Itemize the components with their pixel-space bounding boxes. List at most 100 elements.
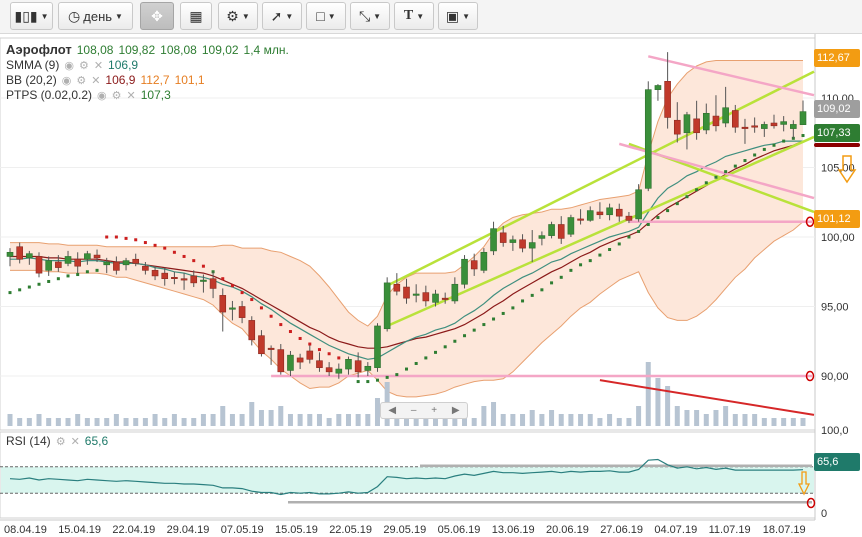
close-price-tag: 109,02 bbox=[814, 100, 860, 118]
sar-dot bbox=[366, 380, 370, 384]
sar-dot bbox=[76, 273, 80, 277]
candle-body bbox=[335, 368, 343, 374]
eye-icon[interactable]: ◉ bbox=[64, 59, 74, 72]
sar-dot bbox=[18, 288, 22, 292]
close-icon[interactable]: ✕ bbox=[93, 59, 104, 72]
indicators-button[interactable]: ⚙ ▼ bbox=[218, 2, 258, 30]
volume-bar bbox=[713, 410, 719, 426]
volume-bar bbox=[181, 418, 187, 426]
scroll-right-icon[interactable]: ▶ bbox=[451, 405, 460, 416]
interval-button[interactable]: ◷ день ▼ bbox=[58, 2, 133, 30]
line-tool-button[interactable]: ➚ ▼ bbox=[262, 2, 302, 30]
candle-body bbox=[693, 118, 700, 134]
volume-bar bbox=[152, 414, 158, 426]
gear-icon[interactable]: ⚙ bbox=[55, 435, 66, 448]
candle-body bbox=[267, 347, 275, 350]
image-button[interactable]: ▣ ▼ bbox=[438, 2, 478, 30]
interval-label: день bbox=[83, 8, 113, 24]
volume-bar bbox=[142, 418, 148, 426]
volume-bar bbox=[471, 418, 477, 426]
level-marker bbox=[805, 216, 815, 227]
volume-bar bbox=[520, 414, 526, 426]
sar-dot bbox=[685, 195, 689, 199]
bb-label: BB (20,2) bbox=[6, 73, 57, 87]
volume-bar bbox=[616, 418, 622, 426]
sar-dot bbox=[85, 270, 89, 274]
volume-bar bbox=[113, 414, 119, 426]
smma-legend: SMMA (9) ◉ ⚙ ✕ 106,9 bbox=[6, 58, 138, 72]
zoom-out-icon[interactable]: – bbox=[410, 405, 417, 416]
x-tick-label: 22.05.19 bbox=[329, 524, 372, 536]
y-tick-label: 105,00 bbox=[821, 163, 855, 175]
gear-icon[interactable]: ⚙ bbox=[78, 59, 89, 72]
sar-dot bbox=[250, 298, 254, 302]
eye-icon[interactable]: ◉ bbox=[61, 74, 72, 87]
candle-body bbox=[712, 115, 720, 127]
candle-body bbox=[296, 357, 304, 363]
volume-bar bbox=[732, 414, 738, 426]
volume-bar bbox=[607, 414, 613, 426]
zoom-in-icon[interactable]: + bbox=[431, 405, 438, 416]
candle-body bbox=[673, 119, 681, 135]
volume-bar bbox=[481, 406, 487, 426]
candle-body bbox=[364, 365, 372, 371]
chart-type-button[interactable]: ▮▯▮ ▼ bbox=[10, 2, 53, 30]
sar-dot bbox=[617, 242, 621, 246]
volume-bar bbox=[55, 418, 61, 426]
sar-dot bbox=[762, 147, 766, 151]
ptps-label: PTPS (0.02,0.2) bbox=[6, 88, 93, 102]
sar-dot bbox=[172, 250, 176, 254]
candle-body bbox=[403, 286, 410, 299]
volume-bar bbox=[210, 414, 216, 426]
candle-body bbox=[345, 359, 352, 370]
volume-bar bbox=[94, 418, 100, 426]
rsi-label: RSI (14) bbox=[6, 434, 51, 448]
x-tick-label: 04.07.19 bbox=[654, 524, 697, 536]
candle-body bbox=[354, 360, 362, 373]
candle-body bbox=[151, 270, 159, 277]
sar-dot bbox=[540, 288, 544, 292]
candle-body bbox=[287, 354, 294, 371]
volume-bar bbox=[297, 414, 303, 426]
text-tool-button[interactable]: T ▼ bbox=[394, 2, 434, 30]
rectangle-tool-button[interactable]: □ ▼ bbox=[306, 2, 346, 30]
bb-upper-tag: 112,67 bbox=[814, 49, 860, 67]
smma-label: SMMA (9) bbox=[6, 58, 60, 72]
volume-bar bbox=[529, 410, 535, 426]
candle-body bbox=[770, 122, 778, 127]
close-icon[interactable]: ✕ bbox=[70, 435, 80, 448]
gear-icon[interactable]: ⚙ bbox=[111, 89, 122, 102]
sar-dot bbox=[733, 164, 737, 168]
eye-icon[interactable]: ◉ bbox=[97, 89, 107, 102]
bollinger-band-fill bbox=[10, 60, 803, 397]
close-icon[interactable]: ✕ bbox=[126, 89, 136, 102]
volume-bar bbox=[7, 414, 13, 426]
close-icon[interactable]: ✕ bbox=[91, 74, 101, 87]
scroll-left-icon[interactable]: ◀ bbox=[388, 405, 397, 416]
y-tick-label: 90,00 bbox=[821, 371, 849, 383]
candle-body bbox=[35, 256, 43, 274]
sar-dot bbox=[559, 275, 563, 279]
candle-body bbox=[93, 254, 101, 259]
volume-bar bbox=[578, 414, 584, 426]
rsi-band bbox=[1, 466, 814, 494]
sar-dot bbox=[443, 345, 447, 349]
x-tick-label: 11.07.19 bbox=[709, 524, 751, 536]
gear-icon[interactable]: ⚙ bbox=[76, 74, 87, 87]
sar-dot bbox=[521, 299, 525, 303]
chart-panel-button[interactable]: ▦ bbox=[180, 2, 212, 30]
chart-scroll-nav[interactable]: ◀ – + ▶ bbox=[380, 402, 468, 419]
candle-body bbox=[732, 110, 739, 128]
volume-bar bbox=[46, 418, 52, 426]
volume-bar bbox=[491, 402, 497, 426]
fan-tool-button[interactable]: ⤡ ▼ bbox=[350, 2, 390, 30]
crosshair-button[interactable]: ✥ bbox=[140, 2, 174, 30]
sar-dot bbox=[375, 378, 379, 382]
x-tick-label: 20.06.19 bbox=[546, 524, 589, 536]
volume-bar bbox=[800, 418, 806, 426]
candle-body bbox=[258, 335, 265, 355]
candle-body bbox=[316, 360, 323, 368]
sar-dot bbox=[801, 134, 805, 138]
sar-dot bbox=[308, 342, 312, 346]
